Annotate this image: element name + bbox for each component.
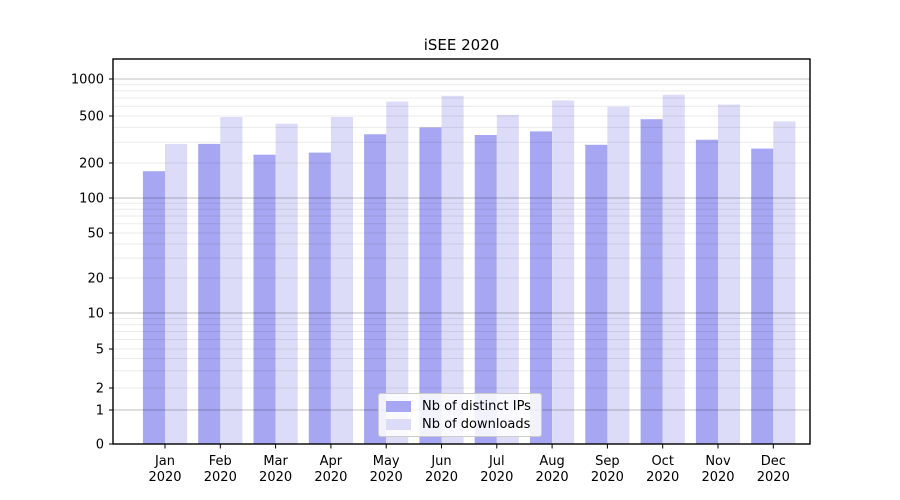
legend-item-downloads: Nb of downloads: [386, 417, 534, 432]
bar-ips-feb: [198, 143, 221, 444]
x-tick-label-month: Apr: [320, 454, 343, 469]
bar-ips-mar: [253, 154, 276, 444]
x-tick-label-month: Jun: [430, 454, 451, 469]
legend-label-downloads: Nb of downloads: [422, 416, 531, 432]
bar-ips-dec: [751, 148, 774, 444]
bar-downloads-feb: [220, 117, 243, 444]
legend-swatch-downloads: [386, 418, 411, 430]
x-tick-label-year: 2020: [701, 470, 734, 485]
bar-downloads-jun: [441, 95, 464, 445]
x-tick-label-year: 2020: [314, 470, 347, 485]
bar-downloads-jan: [165, 143, 188, 444]
y-tick-label: 1: [96, 404, 104, 419]
bar-ips-apr: [308, 152, 331, 444]
y-tick-label: 1000: [71, 73, 104, 88]
x-tick-label-month: Nov: [705, 454, 731, 469]
y-tick-label: 0: [96, 438, 104, 453]
y-tick-label: 5: [96, 343, 104, 358]
x-tick-label-year: 2020: [370, 470, 403, 485]
bar-downloads-may: [386, 101, 409, 444]
bar-ips-jan: [142, 171, 165, 444]
bar-downloads-oct: [662, 94, 685, 444]
y-tick-label: 500: [79, 110, 104, 125]
x-tick-label-year: 2020: [480, 470, 513, 485]
bar-ips-jul: [474, 135, 497, 444]
y-tick-label: 2: [96, 382, 104, 397]
x-tick-label-month: Jan: [154, 454, 175, 469]
x-tick-label-year: 2020: [646, 470, 679, 485]
x-tick-label-year: 2020: [148, 470, 181, 485]
x-tick-label-month: Aug: [539, 454, 564, 469]
bar-ips-sep: [585, 144, 608, 445]
x-tick-label-year: 2020: [204, 470, 237, 485]
x-tick-label-year: 2020: [259, 470, 292, 485]
x-tick-label-month: Feb: [209, 454, 232, 469]
legend-swatch-distinct-ips: [386, 400, 411, 412]
bar-downloads-sep: [607, 106, 630, 444]
y-tick-label: 50: [87, 227, 104, 242]
y-tick-label: 10: [87, 307, 104, 322]
bar-ips-jun: [419, 127, 442, 445]
bar-ips-nov: [695, 139, 718, 444]
bar-downloads-nov: [718, 104, 741, 444]
bar-downloads-jul: [496, 114, 519, 445]
legend-item-distinct-ips: Nb of distinct IPs: [386, 399, 534, 414]
x-tick-label-month: Mar: [263, 454, 288, 469]
y-tick-label: 200: [79, 157, 104, 172]
x-tick-label-year: 2020: [536, 470, 569, 485]
plot-border: [112, 58, 811, 445]
bar-downloads-dec: [773, 121, 796, 445]
x-tick-label-month: Jul: [488, 454, 505, 469]
legend-label-distinct-ips: Nb of distinct IPs: [422, 398, 531, 414]
x-tick-label-month: May: [373, 454, 400, 469]
y-tick-label: 20: [87, 272, 104, 287]
y-tick-label: 100: [79, 192, 104, 207]
x-tick-label-year: 2020: [757, 470, 790, 485]
x-tick-label-month: Dec: [761, 454, 786, 469]
x-tick-label-year: 2020: [425, 470, 458, 485]
x-tick-label-month: Oct: [651, 454, 673, 469]
bar-downloads-aug: [552, 100, 575, 445]
bar-ips-oct: [640, 119, 663, 444]
bar-ips-aug: [530, 131, 553, 444]
legend: Nb of distinct IPs Nb of downloads: [378, 393, 542, 437]
bar-downloads-apr: [330, 117, 353, 444]
bar-downloads-mar: [275, 123, 298, 444]
bar-ips-may: [364, 134, 387, 445]
chart-title: iSEE 2020: [423, 36, 500, 54]
x-tick-label-year: 2020: [591, 470, 624, 485]
x-tick-label-month: Sep: [595, 454, 620, 469]
